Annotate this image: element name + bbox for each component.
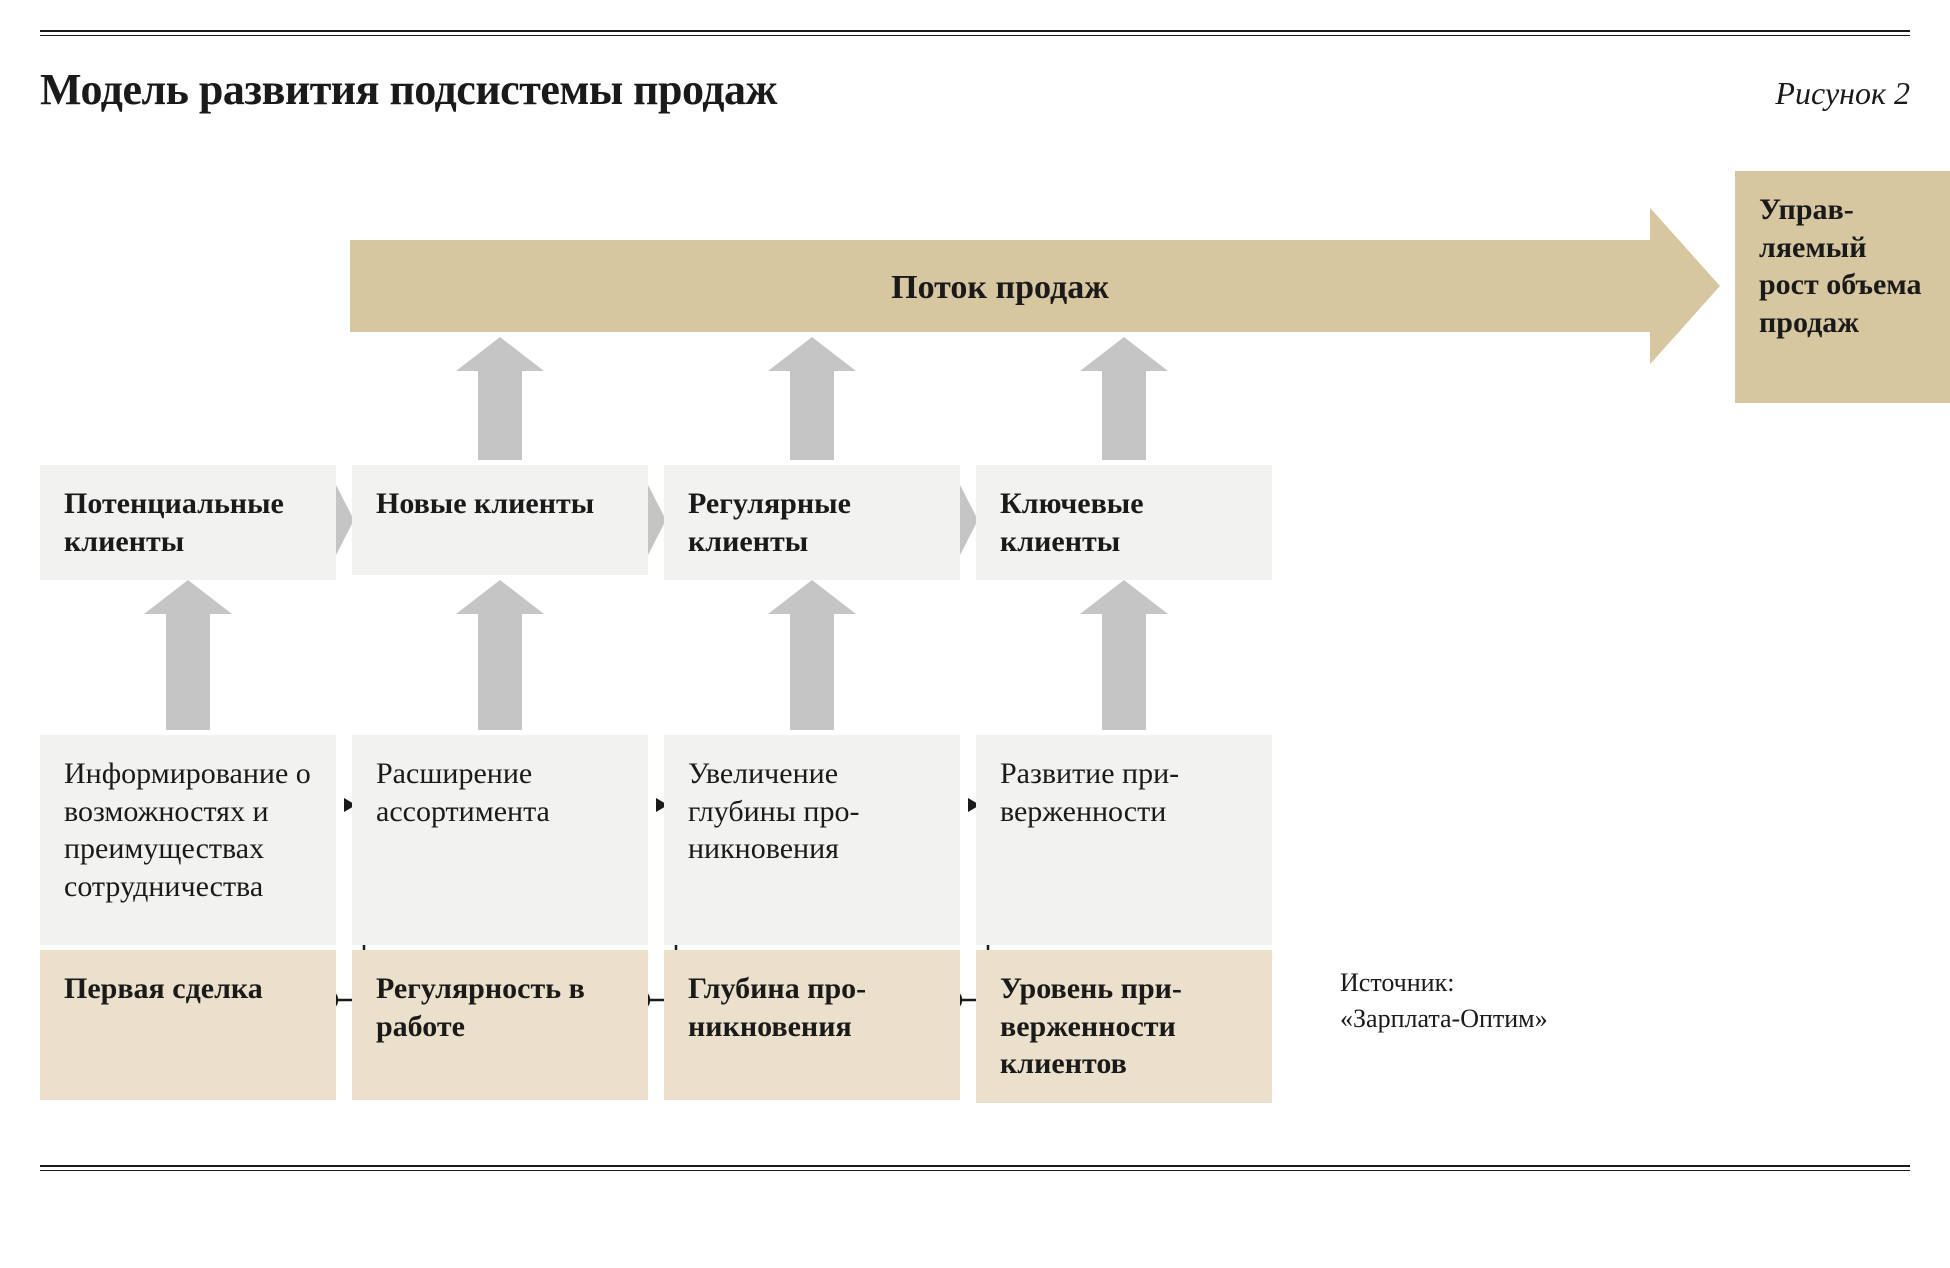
client-box-0: Потенциальные клиенты	[40, 465, 336, 580]
bottom-rule	[40, 1165, 1910, 1171]
result-box-2: Глубина про-никновения	[664, 950, 960, 1100]
result-box: Управ- ляемый рост объема продаж	[1735, 171, 1950, 403]
flow-arrow-label: Поток продаж	[891, 269, 1109, 306]
source-label: Источник:	[1340, 965, 1560, 1001]
client-box-3: Ключевые клиенты	[976, 465, 1272, 580]
result-box-0: Первая сделка	[40, 950, 336, 1100]
header: Модель развития подсистемы продаж Рисуно…	[40, 64, 1910, 115]
diagram-canvas: Поток продажУправ- ляемый рост объема пр…	[40, 165, 1910, 1125]
activity-box-2: Увеличение глубины про-никновения	[664, 735, 960, 945]
result-box-1: Регулярность в работе	[352, 950, 648, 1100]
activity-box-1: Расширение ассортимента	[352, 735, 648, 945]
client-box-2: Регулярные клиенты	[664, 465, 960, 580]
activity-box-0: Информирование о возможностях и преимуще…	[40, 735, 336, 945]
diagram-title: Модель развития подсистемы продаж	[40, 64, 777, 115]
figure-label: Рисунок 2	[1775, 75, 1910, 112]
source-citation: Источник:«Зарплата-Оптим»	[1340, 965, 1560, 1038]
client-box-1: Новые клиенты	[352, 465, 648, 575]
top-rule	[40, 30, 1910, 36]
flow-arrow	[350, 208, 1720, 364]
source-value: «Зарплата-Оптим»	[1340, 1001, 1560, 1037]
activity-box-3: Развитие при-верженности	[976, 735, 1272, 945]
result-box-3: Уровень при-верженности клиентов	[976, 950, 1272, 1103]
